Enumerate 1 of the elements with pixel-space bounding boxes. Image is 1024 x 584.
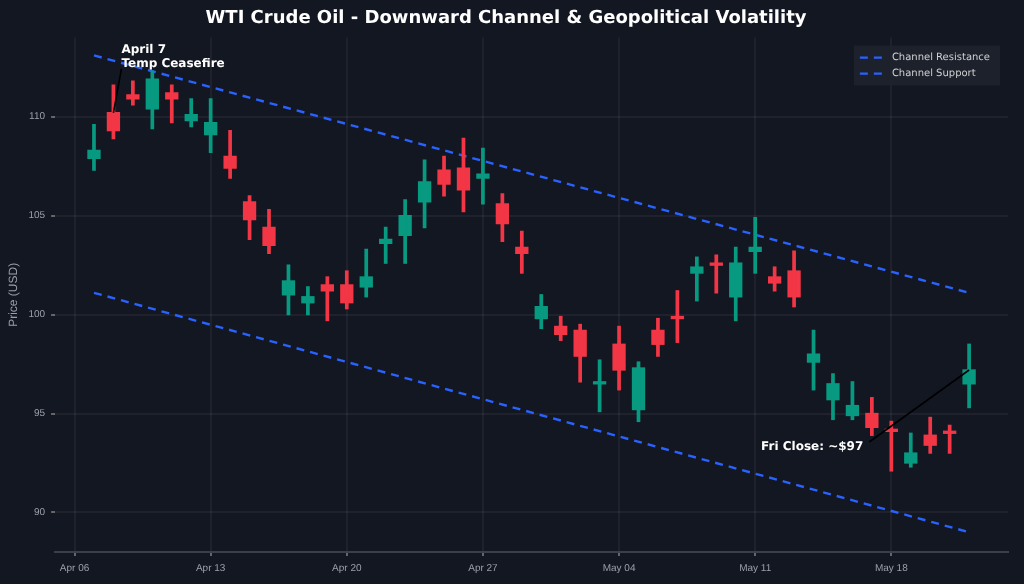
chart-title: WTI Crude Oil - Downward Channel & Geopolitical Volatility: [205, 9, 807, 30]
